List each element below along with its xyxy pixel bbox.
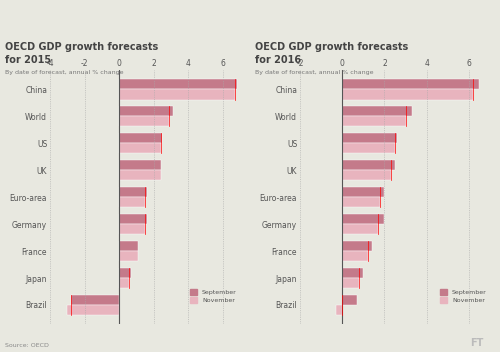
Bar (119, 133, 162, 143)
Bar (342, 251, 367, 261)
Bar (342, 295, 357, 305)
Legend: September, November: September, November (440, 289, 487, 303)
Bar (119, 241, 138, 251)
Bar (342, 268, 363, 278)
Text: Source: OECD: Source: OECD (5, 344, 49, 348)
Bar (119, 79, 236, 89)
Bar (342, 214, 384, 224)
Text: By date of forecast, annual % change: By date of forecast, annual % change (5, 70, 124, 75)
Bar (342, 187, 384, 197)
Legend: September, November: September, November (190, 289, 237, 303)
Bar (342, 143, 395, 153)
Bar (342, 79, 479, 89)
Bar (342, 116, 406, 126)
Bar (119, 106, 172, 116)
Bar (119, 116, 169, 126)
Text: OECD GDP growth forecasts
for 2015: OECD GDP growth forecasts for 2015 (5, 42, 158, 65)
Bar (119, 268, 131, 278)
Bar (119, 187, 146, 197)
Bar (119, 89, 235, 100)
Bar (119, 160, 160, 170)
Bar (119, 197, 145, 207)
Bar (70, 295, 119, 305)
Bar (119, 224, 145, 234)
Bar (119, 278, 130, 288)
Text: FT: FT (470, 339, 484, 348)
Bar (342, 197, 380, 207)
Bar (342, 170, 391, 181)
Bar (342, 224, 378, 234)
Bar (119, 251, 138, 261)
Text: By date of forecast, annual % change: By date of forecast, annual % change (255, 70, 374, 75)
Bar (342, 89, 473, 100)
Bar (342, 133, 397, 143)
Text: OECD GDP growth forecasts
for 2016: OECD GDP growth forecasts for 2016 (255, 42, 408, 65)
Bar (342, 160, 395, 170)
Bar (342, 106, 412, 116)
Bar (342, 241, 372, 251)
Bar (336, 305, 342, 315)
Bar (119, 214, 146, 224)
Bar (119, 143, 160, 153)
Bar (342, 278, 359, 288)
Bar (119, 170, 160, 181)
Bar (68, 305, 119, 315)
